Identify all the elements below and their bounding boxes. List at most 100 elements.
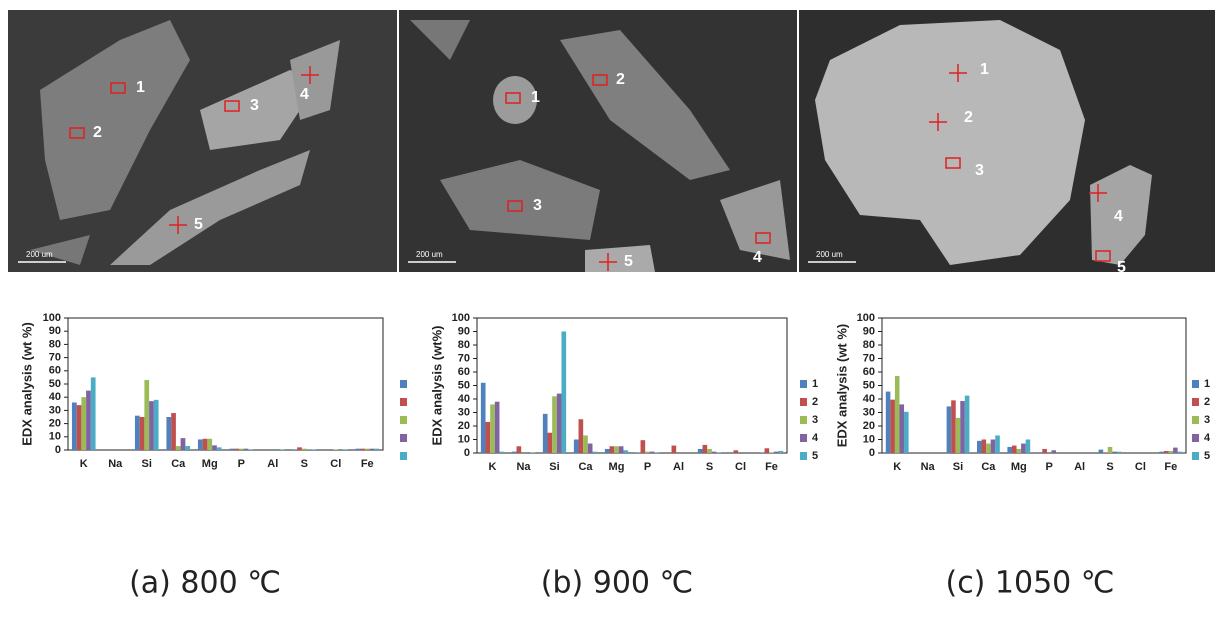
bar [623, 450, 629, 453]
x-tick-label: P [1046, 461, 1053, 473]
sem-image-c [799, 10, 1215, 272]
bar [175, 446, 181, 450]
y-tick-label: 40 [863, 393, 875, 405]
bar [885, 391, 891, 453]
legend-swatch [1192, 434, 1199, 442]
x-tick-label: Ca [171, 458, 186, 470]
bar [1051, 450, 1057, 453]
bar [71, 402, 77, 450]
y-tick-label: 70 [863, 352, 875, 364]
marker-box [592, 74, 608, 86]
y-tick-label: 20 [863, 420, 875, 432]
legend-label: 1 [812, 378, 818, 390]
x-tick-label: P [644, 461, 651, 473]
sem-image-a [8, 10, 397, 272]
marker-box [1095, 250, 1111, 262]
x-tick-label: Al [1074, 461, 1085, 473]
y-tick-label: 100 [43, 312, 61, 324]
bar [301, 448, 307, 450]
scale-label: 200 um [416, 250, 443, 259]
bar [542, 413, 548, 453]
x-tick-label: S [1106, 461, 1113, 473]
bar [552, 396, 557, 453]
bar [360, 448, 365, 450]
bar [1177, 451, 1183, 453]
x-tick-label: K [489, 461, 497, 473]
x-tick-label: Fe [1164, 461, 1177, 473]
marker-box [755, 232, 771, 244]
bar [311, 449, 317, 450]
bar [171, 413, 176, 450]
bar [86, 390, 91, 450]
x-tick-label: Si [953, 461, 963, 473]
bar [212, 445, 217, 450]
bar [306, 449, 312, 450]
x-tick-label: Ca [578, 461, 593, 473]
plot-area [476, 317, 788, 454]
y-tick-label: 0 [869, 447, 875, 459]
marker-label: 5 [194, 216, 203, 233]
x-tick-label: K [80, 458, 88, 470]
bar [1007, 446, 1012, 453]
bar [374, 448, 380, 450]
bar [229, 448, 235, 450]
legend-swatch [800, 434, 807, 442]
x-tick-label: Cl [330, 458, 341, 470]
y-tick-label: 20 [458, 420, 470, 432]
legend-label: 5 [1204, 450, 1210, 462]
bar [197, 439, 203, 450]
bar [1021, 443, 1026, 453]
bar [640, 440, 646, 453]
bar [587, 443, 593, 453]
bar [1173, 447, 1178, 453]
y-tick-label: 70 [49, 352, 61, 364]
legend-label: 4 [1204, 432, 1211, 444]
y-tick-label: 40 [458, 393, 470, 405]
y-tick-label: 50 [458, 379, 470, 391]
x-tick-label: Si [142, 458, 152, 470]
bar [769, 452, 774, 453]
bar [733, 450, 739, 453]
marker-box [110, 82, 126, 94]
x-tick-label: Fe [361, 458, 374, 470]
bar [764, 448, 770, 453]
bar [1042, 448, 1047, 453]
bar [1098, 449, 1104, 453]
bar [995, 435, 1000, 453]
bar [635, 452, 641, 453]
x-tick-label: Ca [981, 461, 996, 473]
scale-label: 200 um [816, 250, 843, 259]
marker-label: 3 [533, 197, 542, 214]
legend-swatch [800, 416, 807, 424]
bar [547, 432, 553, 453]
marker-label: 4 [300, 86, 309, 103]
marker-label: 5 [624, 253, 633, 270]
bar [894, 376, 900, 453]
caption: (c) 1050 ℃ [945, 566, 1114, 601]
x-tick-label: Cl [735, 461, 746, 473]
y-axis-title: EDX analysis (wt %) [19, 322, 34, 446]
bar [76, 405, 82, 450]
bar [248, 449, 254, 450]
x-tick-label: Na [516, 461, 531, 473]
bar [166, 417, 172, 450]
bar [81, 397, 87, 450]
bar [1011, 445, 1017, 453]
y-tick-label: 80 [863, 339, 875, 351]
x-tick-label: Fe [765, 461, 778, 473]
x-tick-label: Na [108, 458, 123, 470]
legend-swatch [800, 452, 807, 460]
bar [759, 452, 765, 453]
legend-label: 2 [1204, 396, 1210, 408]
bar [1016, 448, 1022, 453]
y-tick-label: 60 [458, 366, 470, 378]
marker-label: 3 [250, 97, 259, 114]
bar [697, 448, 703, 453]
bar [561, 331, 567, 453]
bar [556, 393, 562, 453]
marker-label: 4 [1114, 208, 1123, 225]
marker-box [945, 157, 961, 169]
bar [134, 415, 140, 450]
marker-label: 2 [93, 124, 102, 141]
bar [707, 448, 712, 453]
